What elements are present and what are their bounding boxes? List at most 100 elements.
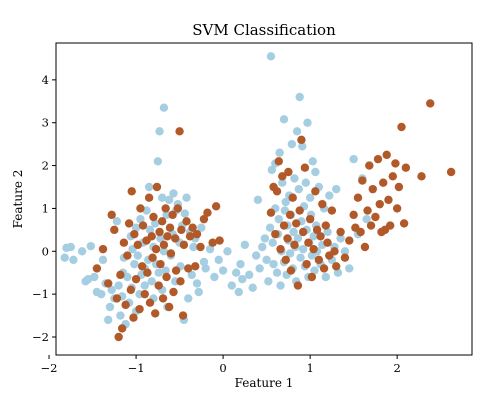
data-point: [298, 142, 307, 151]
data-point: [199, 257, 209, 267]
data-point: [164, 302, 174, 312]
data-point: [366, 221, 376, 230]
data-point: [214, 255, 223, 265]
data-point: [290, 240, 299, 250]
data-point: [345, 236, 354, 245]
data-point: [177, 225, 186, 235]
data-point: [391, 159, 400, 168]
y-tick-label: −1: [32, 287, 49, 301]
data-point: [385, 221, 395, 230]
data-point: [154, 281, 163, 290]
data-point: [399, 219, 409, 228]
y-axis-ticks: −2 −1 0 1 2 3 4: [32, 73, 56, 344]
y-tick-label: −2: [32, 330, 49, 344]
data-point: [336, 234, 345, 243]
data-point: [92, 264, 102, 273]
data-point: [274, 214, 283, 224]
data-point: [371, 212, 380, 222]
data-point: [131, 274, 141, 284]
data-point: [397, 122, 406, 132]
data-point: [304, 238, 313, 247]
data-point: [110, 225, 119, 235]
data-point: [319, 264, 329, 273]
data-point: [316, 232, 325, 241]
data-point: [289, 227, 298, 237]
data-point: [446, 167, 456, 177]
data-point: [278, 172, 287, 181]
data-point: [305, 193, 315, 202]
data-point: [293, 234, 303, 243]
data-point: [158, 294, 168, 303]
data-point: [340, 253, 350, 262]
data-point: [349, 154, 358, 164]
data-point: [330, 247, 339, 256]
data-point: [69, 255, 78, 265]
data-point: [149, 212, 158, 222]
data-point: [362, 214, 371, 224]
data-point: [321, 221, 330, 230]
data-point: [215, 236, 224, 245]
data-point: [162, 272, 171, 282]
data-point: [394, 182, 404, 192]
data-point: [253, 195, 263, 205]
data-point: [116, 270, 125, 280]
data-point: [332, 262, 341, 271]
data-point: [126, 285, 136, 295]
data-point: [278, 178, 287, 187]
data-point: [231, 268, 241, 277]
data-point: [297, 135, 306, 145]
data-point: [129, 313, 138, 322]
data-point: [144, 182, 154, 192]
data-point: [130, 259, 139, 269]
data-point: [262, 255, 271, 265]
data-point: [112, 217, 122, 226]
y-tick-label: 1: [42, 201, 49, 215]
data-point: [305, 214, 315, 224]
data-point: [140, 281, 149, 290]
data-point: [238, 274, 247, 284]
data-point: [312, 225, 322, 235]
data-point: [98, 255, 108, 265]
data-point: [340, 247, 350, 256]
x-axis-ticks: −2 −1 0 1 2: [41, 355, 401, 375]
data-point: [188, 223, 197, 232]
points-layer: [60, 52, 456, 342]
data-point: [332, 184, 341, 194]
data-point: [169, 287, 178, 297]
data-point: [333, 268, 343, 277]
x-tick-label: −1: [128, 361, 145, 375]
data-point: [248, 283, 257, 292]
data-point: [157, 217, 167, 226]
data-point: [303, 118, 312, 127]
data-point: [137, 262, 147, 271]
data-point: [283, 234, 292, 243]
data-point: [210, 272, 219, 282]
data-point: [180, 209, 189, 218]
data-point: [271, 229, 280, 239]
data-point: [147, 232, 156, 241]
data-point: [285, 249, 295, 258]
data-point: [266, 208, 276, 217]
data-point: [179, 240, 189, 250]
data-point: [192, 279, 202, 288]
data-point: [161, 266, 170, 275]
x-tick-label: 1: [306, 361, 313, 375]
data-point: [345, 264, 354, 273]
data-point: [272, 268, 282, 277]
data-point: [325, 191, 334, 200]
data-point: [135, 304, 144, 314]
data-point: [157, 193, 167, 202]
data-point: [375, 199, 384, 209]
data-point: [314, 255, 324, 265]
data-point: [274, 157, 283, 166]
data-point: [205, 244, 215, 254]
data-point: [279, 221, 289, 230]
data-point: [323, 227, 332, 237]
data-point: [255, 264, 264, 273]
data-point: [194, 287, 203, 297]
data-point: [201, 264, 210, 273]
data-point: [258, 242, 267, 252]
data-point: [267, 165, 277, 175]
data-point: [155, 127, 164, 136]
